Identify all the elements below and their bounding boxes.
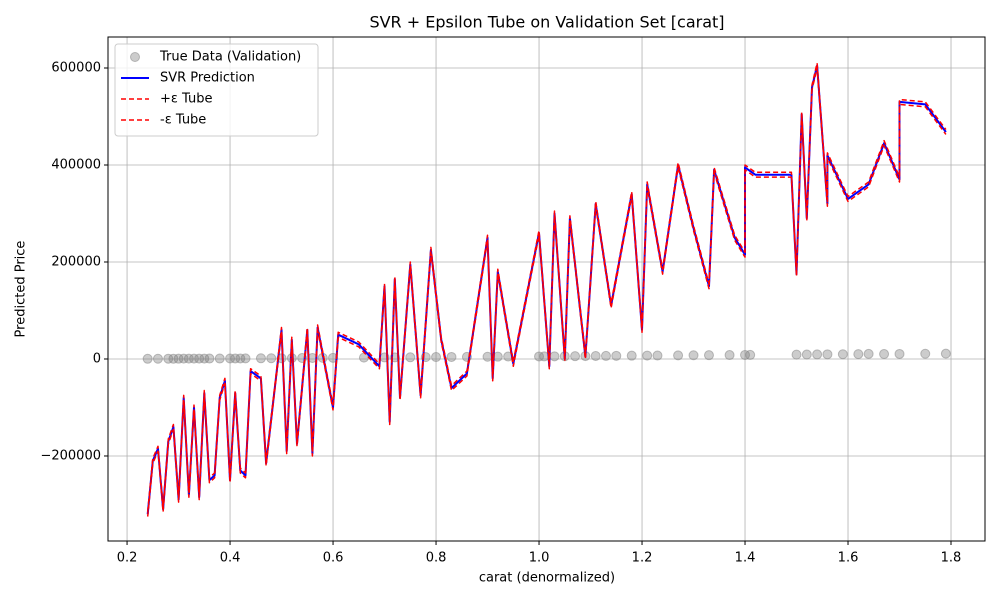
x-tick-label: 0.6	[323, 551, 344, 566]
data-point	[863, 348, 874, 359]
legend-label: +ε Tube	[160, 92, 213, 107]
legend-label: -ε Tube	[160, 113, 206, 128]
data-point	[745, 349, 756, 360]
data-point	[194, 353, 205, 364]
data-point	[204, 353, 215, 364]
data-point	[431, 352, 442, 363]
data-point	[801, 349, 812, 360]
x-tick-label: 1.4	[735, 551, 756, 566]
data-point	[168, 353, 179, 364]
legend-box	[114, 43, 319, 137]
data-point	[724, 350, 735, 361]
data-point	[240, 353, 251, 364]
legend-label: True Data (Validation)	[159, 50, 301, 65]
x-axis-label: carat (denormalized)	[479, 571, 615, 586]
data-point	[703, 350, 714, 361]
data-point	[405, 352, 416, 363]
data-point	[673, 350, 684, 361]
legend-label: SVR Prediction	[160, 71, 255, 86]
x-tick-label: 0.8	[426, 551, 447, 566]
y-tick-label: 0	[93, 351, 101, 366]
data-point	[230, 353, 241, 364]
data-point	[235, 353, 246, 364]
data-point	[600, 350, 611, 361]
data-point	[812, 349, 823, 360]
data-point	[534, 351, 545, 362]
data-point	[266, 353, 277, 364]
data-point	[837, 349, 848, 360]
data-point	[590, 350, 601, 361]
plot-frame	[107, 36, 986, 542]
data-point	[688, 350, 699, 361]
data-point	[879, 349, 890, 360]
y-tick-label: 600000	[51, 60, 101, 75]
x-tick-label: 1.8	[941, 551, 962, 566]
x-tick-label: 1.6	[838, 551, 859, 566]
data-point	[853, 349, 864, 360]
data-point	[482, 351, 493, 362]
data-point	[920, 348, 931, 359]
data-point	[791, 349, 802, 360]
data-point	[178, 353, 189, 364]
data-point	[163, 353, 174, 364]
data-point	[740, 349, 751, 360]
data-point	[189, 353, 200, 364]
data-point	[822, 349, 833, 360]
x-tick-label: 0.4	[220, 551, 241, 566]
data-point	[894, 348, 905, 359]
data-point	[225, 353, 236, 364]
data-point	[611, 350, 622, 361]
data-point	[183, 353, 194, 364]
data-point	[255, 353, 266, 364]
data-point	[199, 353, 210, 364]
data-point	[642, 350, 653, 361]
x-tick-label: 1.0	[529, 551, 550, 566]
data-point	[173, 353, 184, 364]
legend: True Data (Validation) SVR Prediction +ε T…	[114, 43, 319, 137]
legend-marker	[130, 52, 140, 62]
y-tick-label: 400000	[51, 157, 101, 172]
data-point	[652, 350, 663, 361]
data-point	[940, 348, 951, 359]
series-line	[146, 67, 947, 517]
x-tick-label: 1.2	[632, 551, 653, 566]
x-tick-label: 0.2	[117, 551, 138, 566]
data-point	[446, 351, 457, 362]
y-axis-label: Predicted Price	[14, 241, 29, 338]
chart-title: SVR + Epsilon Tube on Validation Set [ca…	[369, 13, 724, 32]
data-point	[152, 353, 163, 364]
data-point	[214, 353, 225, 364]
y-tick-label: 200000	[51, 254, 101, 269]
data-point	[570, 351, 581, 362]
data-point	[142, 353, 153, 364]
series-line	[146, 62, 947, 512]
data-point	[549, 351, 560, 362]
y-tick-label: −200000	[40, 448, 101, 463]
data-point	[626, 350, 637, 361]
